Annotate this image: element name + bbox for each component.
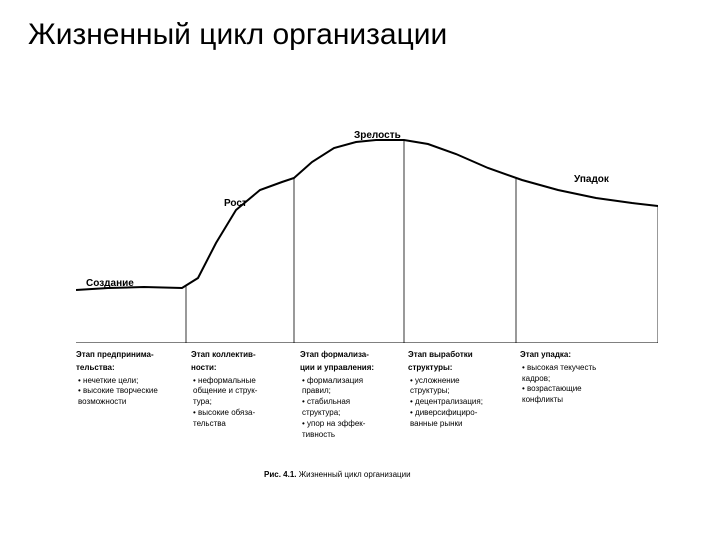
stage-column-3: Этап выработки структуры: • усложнениестру… <box>408 350 518 430</box>
column-bullet: возможности <box>76 397 186 408</box>
column-title-line: Этап формализа- <box>300 350 410 361</box>
column-bullet: общение и струк- <box>191 386 301 397</box>
page-title: Жизненный цикл организации <box>0 0 720 52</box>
column-bullet: • формализация <box>300 376 410 387</box>
lifecycle-chart: Создание Рост Зрелость Упадок Этап предприн… <box>76 128 658 508</box>
stage-label-3: Упадок <box>574 174 609 185</box>
column-bullet: правил; <box>300 386 410 397</box>
stage-dividers <box>186 140 658 343</box>
column-bullet: • высокая текучесть <box>520 363 630 374</box>
column-title-line: тельства: <box>76 363 186 374</box>
stage-column-1: Этап коллектив-ности: • неформальныеобщен… <box>191 350 301 430</box>
stage-column-0: Этап предпринима-тельства: • нечеткие цел… <box>76 350 186 408</box>
column-bullet: тивность <box>300 430 410 441</box>
stage-label-2: Зрелость <box>354 130 401 141</box>
column-bullet: структура; <box>300 408 410 419</box>
column-bullet: • возрастающие <box>520 384 630 395</box>
column-bullet: структуры; <box>408 386 518 397</box>
column-bullet: • стабильная <box>300 397 410 408</box>
caption-text: Жизненный цикл организации <box>299 470 411 479</box>
column-bullet: • высокие обяза- <box>191 408 301 419</box>
column-title-line: Этап коллектив- <box>191 350 301 361</box>
column-title-line: ности: <box>191 363 301 374</box>
stage-label-0: Создание <box>86 278 134 289</box>
column-bullet: • децентрализация; <box>408 397 518 408</box>
stage-column-4: Этап упадка: • высокая текучестькадров;• … <box>520 350 630 406</box>
column-bullet: • нечеткие цели; <box>76 376 186 387</box>
column-bullet: тельства <box>191 419 301 430</box>
stage-column-2: Этап формализа-ции и управления: • формал… <box>300 350 410 440</box>
column-bullet: • высокие творческие <box>76 386 186 397</box>
figure-caption: Рис. 4.1. Жизненный цикл организации <box>264 470 411 479</box>
column-bullet: • упор на эффек- <box>300 419 410 430</box>
column-bullet: кадров; <box>520 374 630 385</box>
lifecycle-curve-svg <box>76 128 658 343</box>
stage-label-1: Рост <box>224 198 247 209</box>
column-title-line: структуры: <box>408 363 518 374</box>
column-bullet: ванные рынки <box>408 419 518 430</box>
column-title-line: Этап выработки <box>408 350 518 361</box>
column-bullet: тура; <box>191 397 301 408</box>
column-title-line: Этап предпринима- <box>76 350 186 361</box>
column-bullet: конфликты <box>520 395 630 406</box>
column-bullet: • усложнение <box>408 376 518 387</box>
column-bullet: • неформальные <box>191 376 301 387</box>
column-title-line: Этап упадка: <box>520 350 630 361</box>
column-bullet: • диверсифициро- <box>408 408 518 419</box>
column-title-line: ции и управления: <box>300 363 410 374</box>
caption-prefix: Рис. 4.1. <box>264 470 299 479</box>
lifecycle-curve <box>76 140 658 290</box>
